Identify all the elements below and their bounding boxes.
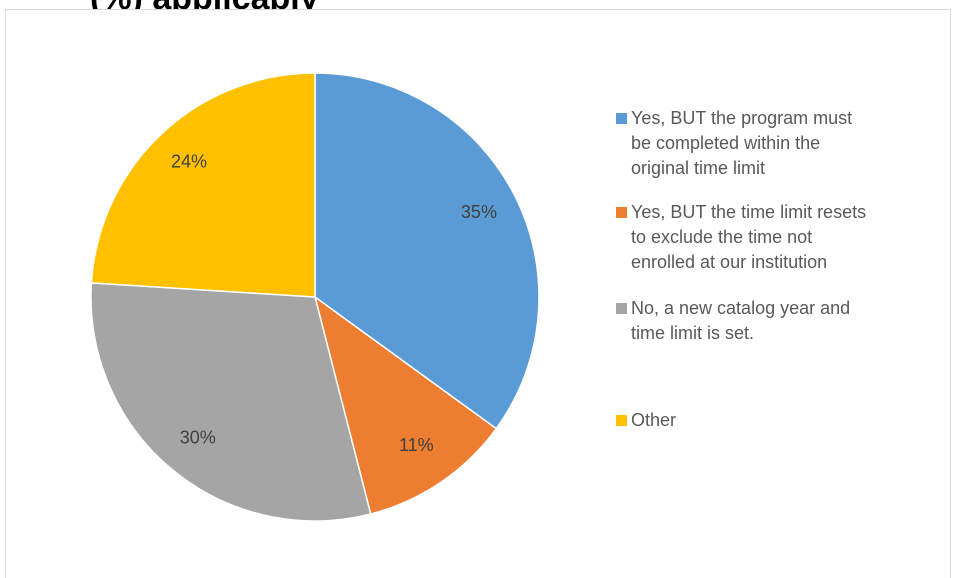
pie-slices [90, 72, 540, 522]
data-label-1: 35% [461, 202, 497, 222]
legend-swatch-3 [616, 303, 627, 314]
pie-data-labels: 35% 11% 30% 24% [171, 152, 497, 455]
legend-item-2: Yes, BUT the time limit resets to exclud… [616, 200, 951, 275]
pie-slice-1 [314, 72, 540, 430]
pie-chart: 35% 11% 30% 24% [90, 72, 540, 522]
legend-label-4: Other [631, 410, 677, 430]
data-label-4: 24% [171, 152, 207, 172]
pie-slice-4 [90, 72, 316, 298]
pie-slice-3 [90, 282, 372, 522]
legend-swatch-4 [616, 415, 627, 426]
data-label-2: 11% [399, 435, 434, 455]
legend-label-1: Yes, BUT the program must be completed w… [631, 108, 853, 178]
legend-item-3: No, a new catalog year and time limit is… [616, 296, 951, 346]
legend-swatch-1 [616, 113, 627, 124]
pie-slice-2 [313, 295, 498, 515]
legend-item-4: Other [616, 408, 951, 433]
legend-swatch-2 [616, 207, 627, 218]
data-label-3: 30% [180, 428, 216, 448]
legend-label-3: No, a new catalog year and time limit is… [631, 298, 851, 343]
legend-item-1: Yes, BUT the program must be completed w… [616, 106, 951, 181]
chart-area: 35% 11% 30% 24% Yes, BUT the program must b… [5, 9, 951, 578]
legend-label-2: Yes, BUT the time limit resets to exclud… [631, 202, 867, 272]
